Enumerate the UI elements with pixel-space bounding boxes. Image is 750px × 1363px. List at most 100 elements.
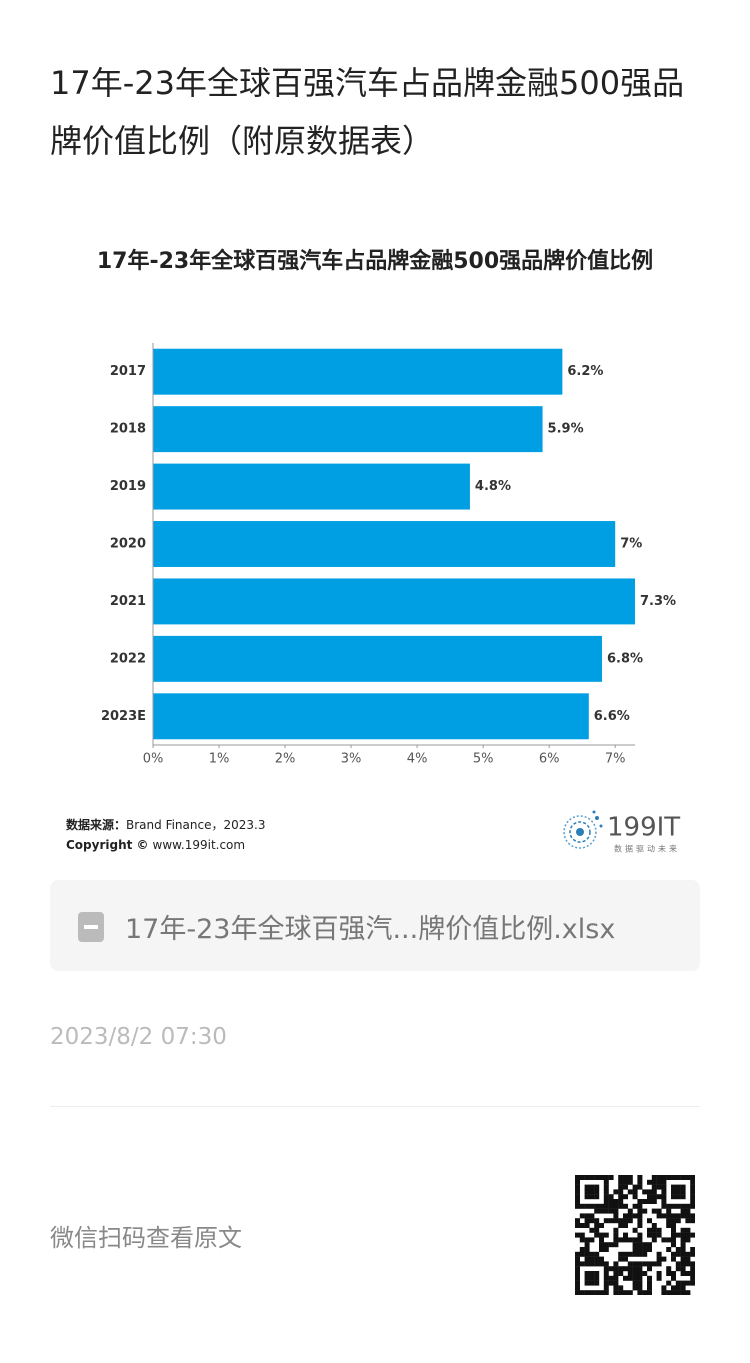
value-label: 4.8% [475, 479, 511, 494]
qr-module [589, 1280, 595, 1286]
qr-module [642, 1247, 648, 1252]
qr-module [661, 1203, 667, 1209]
qr-module [680, 1189, 686, 1195]
source-text: Brand Finance，2023.3 [126, 818, 265, 832]
qr-module [680, 1213, 686, 1219]
qr-module [651, 1223, 657, 1228]
qr-module [613, 1237, 619, 1243]
qr-module [579, 1232, 585, 1238]
qr-module [656, 1213, 662, 1219]
qr-module [675, 1261, 681, 1267]
attachment[interactable]: 17年-23年全球百强汽...牌价值比例.xlsx [50, 880, 700, 971]
qr-module [651, 1199, 657, 1204]
qr-module [680, 1266, 686, 1272]
qr-module [671, 1213, 676, 1219]
qr-module [651, 1179, 657, 1185]
qr-module [666, 1223, 672, 1228]
qr-module [656, 1184, 662, 1190]
qr-module [589, 1227, 595, 1233]
page-title: 17年-23年全球百强汽车占品牌金融500强品牌价值比例（附原数据表） [50, 64, 685, 160]
qr-module [671, 1175, 676, 1180]
qr-module [599, 1203, 604, 1209]
qr-module [637, 1203, 643, 1209]
qr-module [656, 1179, 662, 1185]
qr-module [675, 1232, 681, 1238]
qr-module [690, 1232, 695, 1238]
qr-module [589, 1203, 595, 1209]
qr-module [613, 1227, 619, 1233]
qr-module [594, 1194, 600, 1200]
qr-module [651, 1261, 657, 1267]
qr-module [599, 1175, 604, 1180]
qr-module [680, 1194, 686, 1200]
qr-module [637, 1218, 643, 1224]
qr-module [603, 1261, 609, 1267]
qr-module [690, 1247, 695, 1252]
qr-module [647, 1280, 652, 1286]
qr-module [618, 1203, 624, 1209]
qr-module [690, 1175, 695, 1180]
qr-module [613, 1213, 619, 1219]
y-tick-label: 2018 [110, 422, 146, 437]
qr-module [690, 1213, 695, 1219]
qr-module [618, 1266, 624, 1272]
qr-module [680, 1208, 686, 1214]
qr-module [627, 1213, 633, 1219]
qr-module [594, 1208, 600, 1214]
qr-module [599, 1237, 604, 1243]
qr-module [599, 1261, 604, 1267]
qr-module [623, 1290, 628, 1295]
qr-module [671, 1237, 676, 1243]
qr-module [651, 1227, 657, 1233]
qr-module [589, 1189, 595, 1195]
qr-module [623, 1184, 628, 1190]
qr-module [618, 1199, 624, 1204]
qr-module [637, 1285, 643, 1291]
qr-module [637, 1242, 643, 1248]
qr-module [603, 1189, 609, 1195]
qr-module [671, 1242, 676, 1248]
qr-module [618, 1194, 624, 1200]
x-tick-label: 3% [341, 752, 362, 767]
qr-module [637, 1261, 643, 1267]
qr-module [575, 1251, 580, 1257]
qr-module [613, 1199, 619, 1204]
copyright: Copyright © www.199it.com [66, 838, 245, 852]
qr-module [575, 1175, 580, 1180]
qr-module [656, 1194, 662, 1200]
qr-module [651, 1175, 657, 1180]
qr-module [584, 1271, 590, 1276]
qr-module [613, 1275, 619, 1281]
qr-module [661, 1237, 667, 1243]
qr-module [589, 1290, 595, 1295]
qr-module [651, 1184, 657, 1190]
qr-module [594, 1175, 600, 1180]
qr-module [685, 1213, 691, 1219]
qr-module [690, 1184, 695, 1190]
bar [153, 463, 470, 510]
x-tick-label: 4% [407, 752, 428, 767]
divider [50, 1106, 700, 1107]
qr-module [627, 1266, 633, 1272]
qr-module [637, 1232, 643, 1238]
qr-module [594, 1290, 600, 1295]
qr-module [632, 1213, 638, 1219]
qr-module [608, 1242, 614, 1248]
qr-module [671, 1290, 676, 1295]
qr-module [618, 1285, 624, 1291]
qr-module [594, 1251, 600, 1257]
qr-module [656, 1261, 662, 1267]
qr-module [575, 1256, 580, 1262]
qr-module [647, 1194, 652, 1200]
qr-module [618, 1189, 624, 1195]
qr-module [579, 1290, 585, 1295]
bar [153, 406, 543, 453]
qr-module [671, 1223, 676, 1228]
qr-module [613, 1218, 619, 1224]
qr-module [627, 1237, 633, 1243]
qr-module [613, 1189, 619, 1195]
qr-module [675, 1194, 681, 1200]
qr-module [627, 1271, 633, 1276]
qr-module [613, 1285, 619, 1291]
qr-module [661, 1256, 667, 1262]
